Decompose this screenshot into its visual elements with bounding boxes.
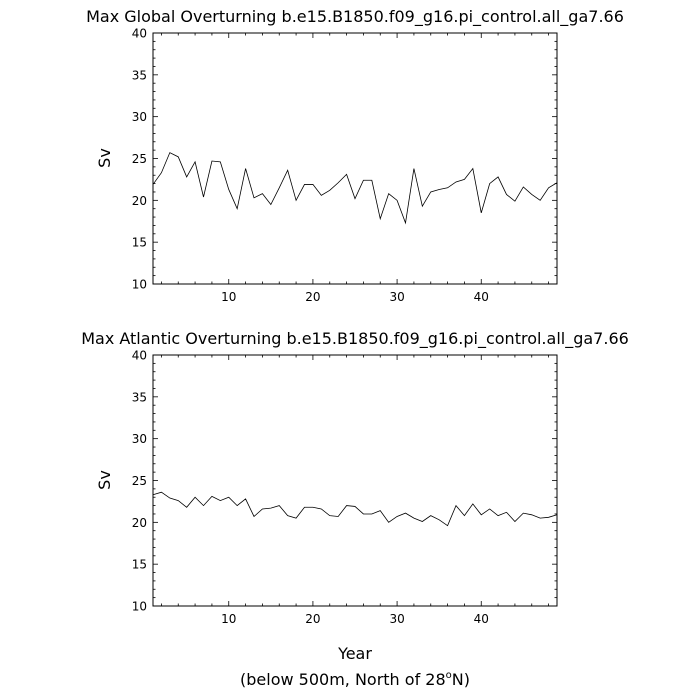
atlantic-plot-frame bbox=[152, 354, 558, 607]
global-y-tick-label: 40 bbox=[132, 27, 147, 41]
atlantic-x-tick-label: 20 bbox=[305, 612, 320, 626]
footnote-prefix: (below 500m, North of 28 bbox=[240, 670, 446, 689]
atlantic-y-tick-label: 35 bbox=[132, 390, 147, 404]
atlantic-chart-title: Max Atlantic Overturning b.e15.B1850.f09… bbox=[81, 329, 629, 349]
atlantic-y-tick-label: 10 bbox=[132, 600, 147, 614]
footnote-suffix: N) bbox=[452, 670, 470, 689]
x-axis-label: Year bbox=[337, 644, 372, 663]
atlantic-overturning-panel: Max Atlantic Overturning b.e15.B1850.f09… bbox=[81, 329, 629, 626]
global-y-tick-label: 15 bbox=[132, 236, 147, 250]
global-x-tick-label: 30 bbox=[389, 290, 404, 304]
atlantic-x-tick-label: 40 bbox=[474, 612, 489, 626]
global-plot-frame bbox=[152, 32, 558, 285]
global-overturning-series-line bbox=[152, 152, 558, 225]
global-y-tick-label: 10 bbox=[132, 278, 147, 292]
atlantic-y-tick-label: 40 bbox=[132, 349, 147, 363]
atlantic-overturning-series-line bbox=[152, 491, 558, 527]
atlantic-y-tick-label: 30 bbox=[132, 432, 147, 446]
atlantic-x-tick-label: 30 bbox=[389, 612, 404, 626]
footnote-degree-symbol: o bbox=[446, 670, 452, 681]
global-x-tick-label: 20 bbox=[305, 290, 320, 304]
global-x-tick-label: 10 bbox=[221, 290, 236, 304]
global-y-tick-label: 20 bbox=[132, 194, 147, 208]
global-y-tick-label: 35 bbox=[132, 68, 147, 82]
atlantic-y-axis-label: Sv bbox=[95, 470, 114, 490]
global-overturning-panel: Max Global Overturning b.e15.B1850.f09_g… bbox=[86, 7, 624, 304]
global-chart-title: Max Global Overturning b.e15.B1850.f09_g… bbox=[86, 7, 624, 27]
atlantic-tick-group: 10 15 20 25 30 35 40 10 20 30 40 bbox=[132, 349, 557, 626]
global-y-axis-label: Sv bbox=[95, 148, 114, 168]
atlantic-x-tick-label: 10 bbox=[221, 612, 236, 626]
global-tick-group: 10 15 20 25 30 35 40 10 20 30 40 bbox=[132, 27, 557, 304]
global-y-tick-label: 30 bbox=[132, 110, 147, 124]
atlantic-y-tick-label: 25 bbox=[132, 474, 147, 488]
footnote: (below 500m, North of 28oN) bbox=[240, 670, 470, 689]
atlantic-y-tick-label: 15 bbox=[132, 558, 147, 572]
global-y-tick-label: 25 bbox=[132, 152, 147, 166]
atlantic-y-tick-label: 20 bbox=[132, 516, 147, 530]
global-x-tick-label: 40 bbox=[474, 290, 489, 304]
